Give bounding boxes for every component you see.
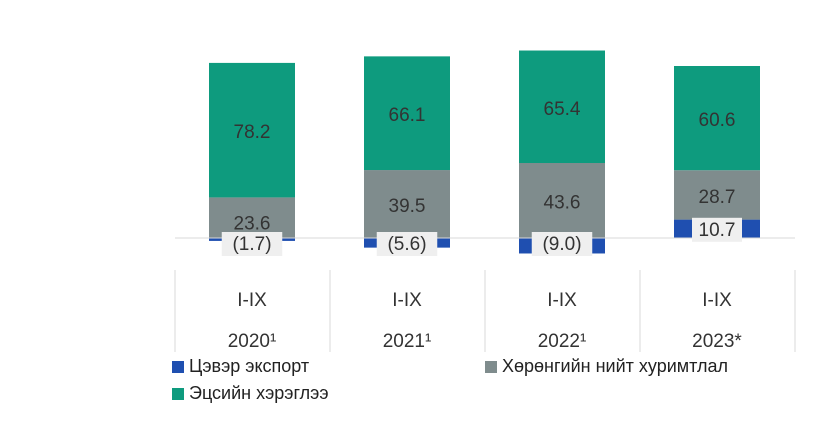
data-label-box	[221, 232, 283, 256]
data-label-investment: 23.6	[234, 214, 271, 235]
data-label-net-export: (5.6)	[387, 234, 426, 255]
legend-item-net-export: Цэвэр экспорт	[172, 356, 309, 377]
legend-label-consumption: Эцсийн хэрэглээ	[189, 383, 329, 403]
bar-investment	[519, 163, 605, 238]
bar-investment	[674, 170, 760, 220]
bars-layer	[209, 50, 760, 254]
legend-label-net-export: Цэвэр экспорт	[189, 356, 310, 376]
tick-label-period: I-IX	[702, 290, 732, 311]
data-label-investment: 43.6	[544, 193, 581, 214]
data-label-consumption: 60.6	[699, 110, 736, 131]
data-label-consumption: 78.2	[234, 122, 271, 143]
tick-label-period: I-IX	[237, 290, 267, 311]
category-ticks-layer: I-IX 2020¹ I-IX 2021¹ I-IX 2022¹ I-IX 2023*	[228, 290, 743, 352]
bar-investment	[209, 197, 295, 238]
legend-label-investment: Хөрөнгийн нийт хуримтлал	[502, 356, 728, 376]
legend-item-investment: Хөрөнгийн нийт хуримтлал	[485, 356, 728, 377]
bar-consumption	[674, 66, 760, 171]
data-label-consumption: 65.4	[544, 99, 581, 120]
data-label-net-export: 10.7	[699, 220, 736, 241]
bar-consumption	[209, 62, 295, 198]
tick-label-year: 2022¹	[538, 331, 587, 352]
tick-label-year: 2021¹	[383, 331, 432, 352]
tick-label-period: I-IX	[392, 290, 422, 311]
legend-swatch-net-export	[172, 360, 184, 373]
data-label-box	[531, 232, 593, 256]
data-label-net-export: (1.7)	[232, 234, 271, 255]
tick-label-period: I-IX	[547, 290, 577, 311]
data-labels-layer: (1.7)23.6 78.2 (5.6) 39.5 66.1 (9.0) 43.6 65.4 1…	[221, 99, 742, 256]
data-label-net-export: (9.0)	[542, 234, 581, 255]
data-label-box	[376, 232, 438, 256]
data-label-consumption: 66.1	[389, 105, 426, 126]
legend-swatch-investment	[485, 360, 497, 373]
data-label-box	[692, 217, 742, 242]
data-label-investment: 39.5	[389, 196, 426, 217]
legend-swatch-consumption	[172, 387, 184, 400]
bar-consumption	[364, 56, 450, 171]
tick-label-year: 2020¹	[228, 331, 277, 352]
bar-consumption	[519, 50, 605, 164]
category-separators	[174, 270, 796, 352]
tick-label-year: 2023*	[692, 331, 742, 352]
bar-investment	[364, 170, 450, 238]
legend-item-consumption: Эцсийн хэрэглээ	[172, 383, 329, 404]
data-label-investment: 28.7	[699, 187, 736, 208]
